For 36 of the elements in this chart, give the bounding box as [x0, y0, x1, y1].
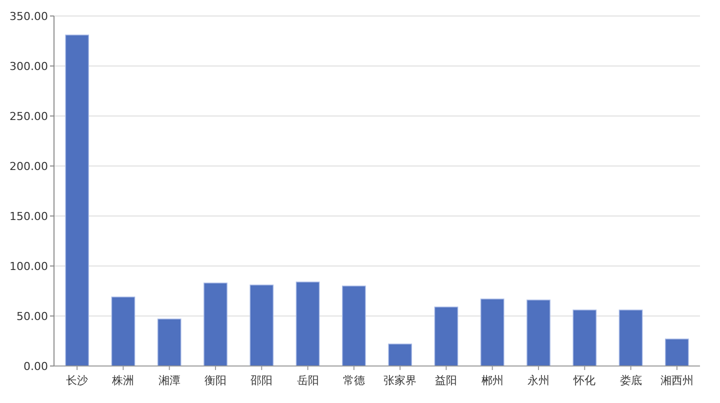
x-tick-label: 邵阳: [250, 374, 273, 387]
y-tick-label: 150.00: [10, 210, 48, 223]
bar: [342, 286, 366, 366]
y-tick-label: 200.00: [10, 160, 48, 173]
bar: [157, 318, 182, 366]
x-tick-label: 株洲: [111, 374, 134, 387]
x-tick-label: 怀化: [572, 374, 596, 387]
bar: [480, 298, 504, 366]
bar: [111, 296, 136, 366]
x-tick-label: 郴州: [481, 374, 504, 387]
bar: [434, 306, 458, 366]
bar: [65, 34, 90, 366]
y-tick-label: 300.00: [10, 60, 48, 73]
x-tick-label: 张家界: [384, 374, 417, 387]
x-tick-label: 益阳: [435, 374, 458, 387]
x-tick-label: 岳阳: [296, 374, 319, 387]
y-tick-label: 250.00: [10, 110, 48, 123]
y-tick-label: 0.00: [24, 360, 48, 373]
x-tick-label: 衡阳: [204, 374, 226, 387]
x-tick-label: 湘潭: [158, 374, 180, 387]
y-tick-label: 100.00: [10, 260, 48, 273]
x-tick-label: 娄底: [620, 374, 642, 387]
bar: [296, 282, 320, 366]
bar: [526, 300, 550, 366]
y-tick-label: 50.00: [16, 310, 48, 323]
bar: [664, 338, 689, 366]
bar: [572, 310, 597, 366]
bar: [388, 344, 412, 366]
x-tick-label: 长沙: [66, 374, 88, 387]
x-tick-label: 湘西州: [660, 374, 694, 387]
bar: [204, 282, 228, 366]
x-tick-label: 常德: [342, 374, 365, 387]
bar: [250, 284, 274, 366]
y-tick-label: 350.00: [10, 10, 48, 23]
bar: [618, 310, 643, 366]
x-tick-label: 永州: [528, 374, 550, 387]
